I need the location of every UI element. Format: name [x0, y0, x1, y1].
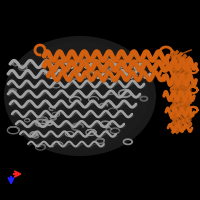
Ellipse shape: [12, 42, 148, 150]
Ellipse shape: [4, 36, 156, 156]
Ellipse shape: [23, 51, 137, 141]
